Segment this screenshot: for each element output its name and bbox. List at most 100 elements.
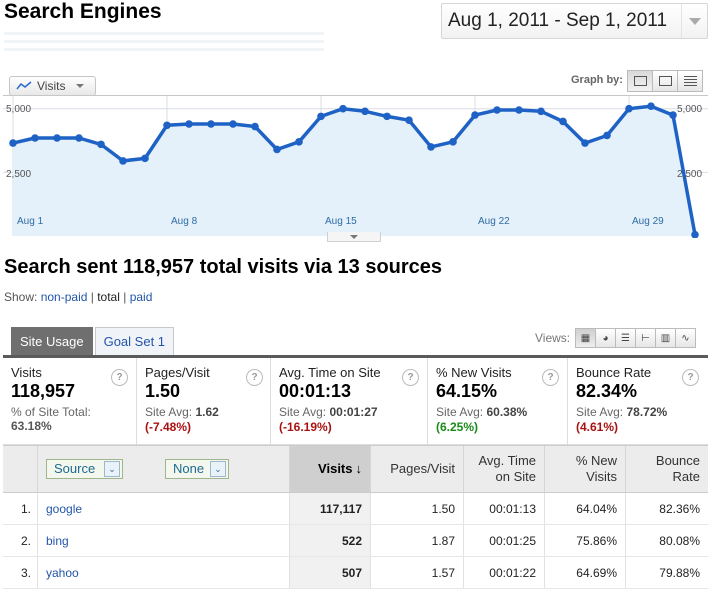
data-point[interactable]: [493, 106, 501, 114]
source-link[interactable]: google: [37, 493, 289, 524]
pie-view-button[interactable]: ◕: [595, 328, 616, 348]
avg-time-header-line1: Avg. Time: [478, 453, 536, 468]
data-point[interactable]: [427, 143, 435, 151]
metric-select-button[interactable]: Visits: [9, 76, 96, 96]
graph-by-label: Graph by:: [571, 74, 623, 86]
metric-label: Avg. Time on Site: [279, 365, 381, 380]
bounce-header-line1: Bounce: [655, 453, 700, 468]
data-point[interactable]: [383, 112, 391, 121]
data-point[interactable]: [185, 120, 193, 128]
performance-view-button[interactable]: ☰: [615, 328, 636, 348]
data-point[interactable]: [603, 131, 611, 140]
sparkline-view-button[interactable]: ∿: [675, 328, 696, 348]
source-link[interactable]: yahoo: [37, 557, 289, 588]
data-point[interactable]: [53, 134, 61, 142]
x-tick-label: Aug 22: [478, 216, 510, 227]
tab-goal-set-1[interactable]: Goal Set 1: [94, 327, 175, 355]
data-point[interactable]: [405, 116, 413, 124]
visits-cell: 117,117: [289, 493, 370, 524]
help-icon[interactable]: ?: [246, 369, 263, 386]
data-point[interactable]: [669, 111, 677, 119]
visits-column-header[interactable]: Visits ↓: [289, 446, 370, 492]
metric-sub-label: Site Avg:: [279, 405, 327, 419]
filter-nonpaid-link[interactable]: non-paid: [40, 290, 88, 304]
data-point[interactable]: [229, 120, 237, 128]
data-point[interactable]: [581, 139, 589, 147]
avg-time-column-header[interactable]: Avg. Time on Site: [463, 446, 544, 492]
metric-bounce-rate: Bounce Rate 82.34% Site Avg: 78.72% (4.6…: [567, 358, 708, 444]
date-range-picker[interactable]: Aug 1, 2011 - Sep 1, 2011: [441, 3, 708, 39]
chevron-down-icon[interactable]: [681, 4, 707, 38]
collapse-chart-button[interactable]: [327, 232, 381, 242]
pages-visit-column-header[interactable]: Pages/Visit: [370, 446, 463, 492]
primary-dimension-select[interactable]: Source ⌄: [46, 459, 123, 479]
metrics-scorecard: Visits 118,957 % of Site Total: 63.18% ?…: [3, 355, 708, 445]
data-point[interactable]: [163, 121, 171, 130]
data-point[interactable]: [537, 107, 545, 116]
data-point[interactable]: [625, 104, 633, 113]
filter-total-current: total: [97, 290, 120, 304]
table-view-button[interactable]: ▦: [575, 328, 596, 348]
data-point[interactable]: [31, 134, 39, 142]
filter-paid-link[interactable]: paid: [129, 290, 153, 304]
data-point[interactable]: [471, 111, 479, 119]
data-point[interactable]: [691, 230, 699, 238]
graph-by-day-button[interactable]: [627, 70, 653, 92]
y-tick-label-left: 5,000: [6, 104, 31, 115]
data-point[interactable]: [317, 112, 325, 121]
secondary-dimension-select[interactable]: None ⌄: [165, 459, 229, 479]
data-point[interactable]: [119, 157, 127, 165]
source-link[interactable]: bing: [37, 525, 289, 556]
new-visits-cell: 75.86%: [544, 525, 625, 556]
data-point[interactable]: [273, 145, 281, 154]
dimension-header: Source ⌄ None ⌄: [37, 446, 289, 492]
graph-by-week-button[interactable]: [652, 70, 678, 92]
pages-visit-cell: 1.50: [370, 493, 463, 524]
help-icon[interactable]: ?: [542, 369, 559, 386]
data-point[interactable]: [207, 120, 215, 128]
metric-sub-value: 1.62: [195, 405, 219, 419]
pivot-view-button[interactable]: ▥: [655, 328, 676, 348]
dropdown-arrow-icon: [76, 84, 85, 88]
data-point[interactable]: [449, 138, 457, 146]
line-chart-icon: [16, 81, 32, 90]
y-tick-label-left: 2,500: [6, 169, 31, 180]
index-header: [3, 446, 37, 492]
visits-area: [13, 106, 695, 236]
tab-site-usage[interactable]: Site Usage: [11, 327, 93, 355]
metric-value: 1.50: [145, 381, 181, 401]
help-icon[interactable]: ?: [682, 369, 699, 386]
comparison-view-button[interactable]: ⊢: [635, 328, 656, 348]
bounce-rate-column-header[interactable]: Bounce Rate: [625, 446, 708, 492]
metric-label: % New Visits: [436, 365, 512, 380]
metric-sub-label: Site Avg:: [576, 405, 624, 419]
help-icon[interactable]: ?: [111, 369, 128, 386]
metric-new-visits: % New Visits 64.15% Site Avg: 60.38% (6.…: [427, 358, 567, 444]
new-visits-column-header[interactable]: % New Visits: [544, 446, 625, 492]
data-point[interactable]: [647, 102, 655, 110]
data-point[interactable]: [9, 139, 17, 147]
data-point[interactable]: [295, 138, 303, 146]
graph-by-month-button[interactable]: [677, 70, 703, 92]
metric-delta: (4.61%): [576, 420, 619, 434]
avg-time-cell: 00:01:13: [463, 493, 544, 524]
data-point[interactable]: [251, 122, 259, 131]
help-icon[interactable]: ?: [402, 369, 419, 386]
visits-header-label: Visits: [318, 461, 353, 476]
primary-dimension-label: Source: [54, 461, 96, 476]
data-point[interactable]: [75, 134, 83, 142]
data-point[interactable]: [559, 117, 567, 126]
table-row: 1. google 117,117 1.50 00:01:13 64.04% 8…: [3, 493, 708, 525]
data-point[interactable]: [97, 140, 105, 149]
date-range-text: Aug 1, 2011 - Sep 1, 2011: [448, 10, 668, 31]
x-tick-label: Aug 29: [632, 216, 664, 227]
data-point[interactable]: [361, 107, 369, 116]
metric-sub-label: Site Avg:: [145, 405, 193, 419]
x-tick-label: Aug 8: [171, 216, 198, 227]
sources-table: Source ⌄ None ⌄ Visits ↓ Pages/Visit Avg…: [3, 445, 708, 589]
data-point[interactable]: [141, 154, 149, 163]
data-point[interactable]: [515, 106, 523, 114]
table-view-icon: ▦: [580, 332, 591, 344]
metric-delta: (-7.48%): [145, 420, 192, 434]
data-point[interactable]: [339, 104, 347, 113]
